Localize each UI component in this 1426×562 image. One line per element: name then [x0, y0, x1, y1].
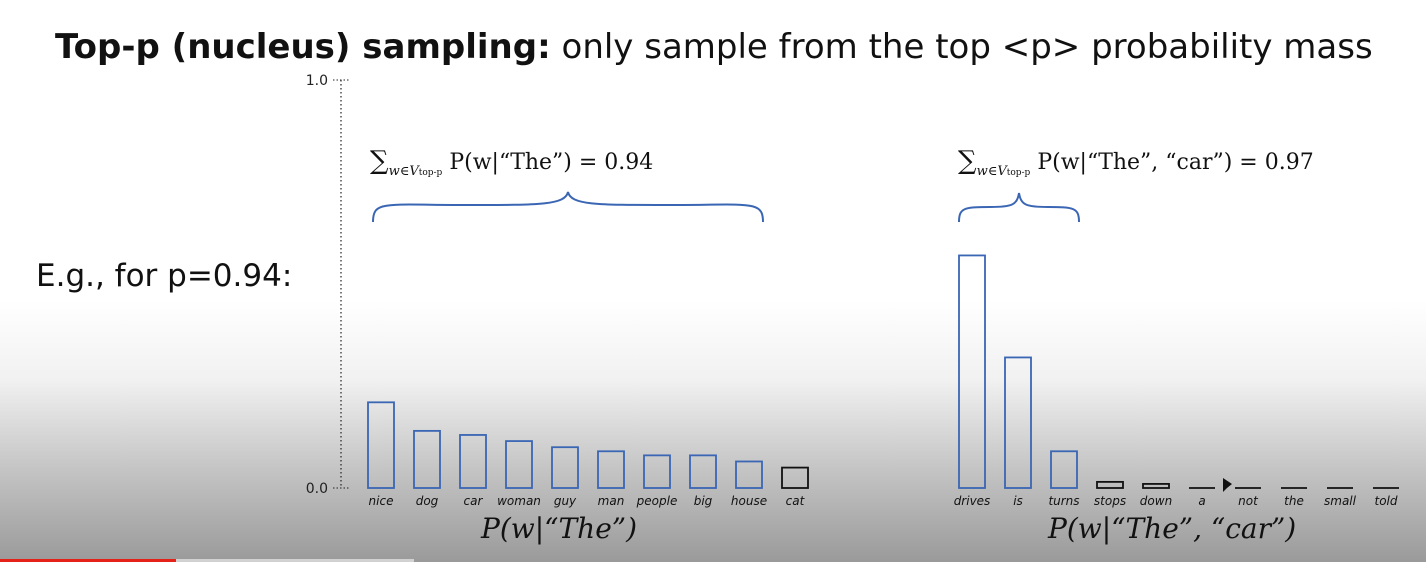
label-big: big	[694, 494, 713, 508]
bar-cat	[781, 466, 809, 489]
bar-people	[643, 454, 671, 489]
right-brace	[958, 192, 1080, 223]
slide-title: Top-p (nucleus) sampling: only sample fr…	[55, 27, 1373, 67]
label-turns: turns	[1048, 494, 1079, 508]
label-car: car	[464, 494, 484, 508]
bar-car	[459, 434, 487, 489]
bar-woman	[505, 440, 533, 489]
right-formula-expr: P(w|“The”, “car”) = 0.97	[1037, 150, 1314, 175]
label-man: man	[598, 494, 625, 508]
label-not: not	[1238, 494, 1259, 508]
label-is: is	[1013, 494, 1023, 508]
y-tick-label-top: 1.0	[306, 73, 328, 89]
label-drives: drives	[954, 494, 991, 508]
example-label: E.g., for p=0.94:	[36, 258, 293, 294]
bars-group	[367, 254, 1399, 489]
mouse-cursor-icon	[1223, 478, 1232, 492]
y-tick-label-bottom: 0.0	[306, 481, 328, 497]
video-progress-bar[interactable]	[0, 559, 176, 562]
bar-guy	[551, 446, 579, 489]
label-told: told	[1375, 494, 1398, 508]
title-bold: Top-p (nucleus) sampling:	[55, 27, 551, 67]
left-brace	[372, 191, 764, 223]
bar-dog	[413, 429, 441, 489]
category-labels-group: nice dog car woman guy man people big house cat dr…	[369, 494, 1398, 508]
label-small: small	[1324, 494, 1357, 508]
label-stops: stops	[1094, 494, 1126, 508]
label-guy: guy	[554, 494, 577, 508]
right-x-title: P(w|“The”, “car”)	[1048, 512, 1297, 545]
label-the: the	[1284, 494, 1304, 508]
bar-turns	[1050, 450, 1078, 489]
bar-man	[597, 450, 625, 489]
label-house: house	[731, 494, 767, 508]
bar-house	[735, 460, 763, 489]
left-sum-formula: ∑w∈Vtop-p P(w|“The”) = 0.94	[370, 146, 654, 179]
label-down: down	[1140, 494, 1172, 508]
bar-stops	[1096, 480, 1124, 489]
label-dog: dog	[416, 494, 439, 508]
label-a: a	[1198, 494, 1205, 508]
bar-nice	[367, 401, 395, 489]
title-rest: only sample from the top <p> probability…	[550, 27, 1373, 67]
label-cat: cat	[786, 494, 806, 508]
video-buffer-bar[interactable]	[176, 559, 414, 562]
bar-down	[1142, 483, 1170, 489]
label-nice: nice	[369, 494, 394, 508]
bar-big	[689, 454, 717, 489]
label-woman: woman	[497, 494, 541, 508]
right-sum-formula: ∑w∈Vtop-p P(w|“The”, “car”) = 0.97	[958, 146, 1314, 179]
bar-is	[1004, 356, 1032, 489]
left-x-title: P(w|“The”)	[481, 512, 637, 545]
bar-drives	[958, 254, 986, 489]
label-people: people	[636, 494, 678, 508]
left-formula-expr: P(w|“The”) = 0.94	[449, 150, 654, 175]
